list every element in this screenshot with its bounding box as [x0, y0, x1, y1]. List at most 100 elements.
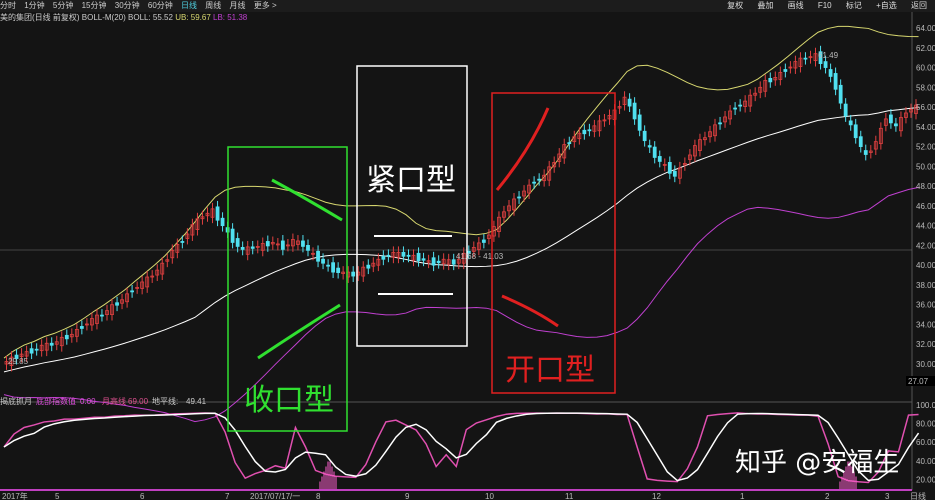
candle-body: [763, 79, 768, 92]
candle-body: [873, 141, 878, 150]
candle-body: [451, 259, 456, 265]
period-1min[interactable]: 1分钟: [24, 1, 45, 10]
candle-body: [899, 117, 903, 132]
candle-body: [366, 264, 371, 269]
x-tick-label: 9: [405, 492, 410, 500]
candle-body: [657, 156, 662, 162]
candle-body: [135, 287, 140, 289]
candle-body: [220, 217, 225, 227]
candle-body: [401, 251, 406, 257]
period-toolbar: 分时 1分钟 5分钟 15分钟 30分钟 60分钟 日线 周线 月线 更多 > …: [0, 0, 935, 12]
candle-body: [833, 73, 838, 90]
x-tick-label: 2017年: [2, 491, 28, 500]
y-tick-label: 58.00: [916, 83, 935, 92]
candle-body: [225, 227, 230, 233]
candle-body: [170, 249, 175, 259]
candle-body: [838, 84, 843, 104]
candle-body: [386, 254, 391, 257]
chart-title: 美的集团(日线 前复权) BOLL-M(20): [0, 13, 126, 22]
candle-body: [105, 310, 109, 315]
watermark: 知乎 @安福生: [735, 448, 900, 478]
candle-body: [622, 96, 627, 105]
candle-body: [326, 264, 331, 267]
x-axis-unit: 日线: [910, 491, 926, 500]
y-tick-label: 50.00: [916, 162, 935, 171]
period-daily[interactable]: 日线: [181, 1, 198, 10]
boll-value: BOLL: 55.52: [128, 13, 173, 22]
x-tick-label: 11: [565, 492, 574, 500]
candle-body: [708, 131, 712, 138]
y-tick-label: 42.00: [916, 241, 935, 250]
period-more[interactable]: 更多 >: [253, 1, 277, 10]
candle-body: [9, 356, 14, 366]
candle-body: [567, 142, 572, 145]
last-price-box: [906, 376, 935, 386]
candle-body: [205, 212, 210, 217]
candle-body: [175, 244, 180, 253]
candle-body: [813, 53, 818, 62]
candle-body: [587, 129, 592, 132]
tool-draw[interactable]: 画线: [787, 1, 804, 10]
candle-body: [738, 104, 743, 107]
candle-body: [321, 258, 325, 264]
tool-f10[interactable]: F10: [817, 1, 832, 10]
candle-body: [476, 242, 481, 250]
candle-body: [49, 342, 54, 346]
candle-body: [858, 136, 863, 147]
period-60min[interactable]: 60分钟: [147, 1, 173, 10]
tool-watchlist[interactable]: +自选: [876, 1, 897, 10]
osc-tick-label: 40.00: [916, 457, 935, 466]
x-tick-label: 5: [55, 492, 60, 500]
candle-body: [693, 145, 697, 157]
candle-body: [200, 216, 205, 220]
period-fenshi[interactable]: 分时: [0, 1, 16, 10]
osc-tick-label: 80.00: [916, 420, 935, 429]
candle-body: [185, 233, 190, 239]
candle-body: [406, 254, 411, 257]
candle-body: [667, 161, 672, 174]
period-weekly[interactable]: 周线: [205, 1, 222, 10]
candle-body: [768, 78, 773, 83]
period-30min[interactable]: 30分钟: [114, 1, 140, 10]
y-tick-label: 60.00: [916, 64, 935, 73]
tool-mark[interactable]: 标记: [845, 1, 862, 10]
period-5min[interactable]: 5分钟: [52, 1, 74, 10]
candle-body: [39, 344, 44, 352]
candle-body: [85, 323, 89, 326]
candle-body: [713, 124, 717, 137]
candle-body: [306, 245, 310, 251]
indicator-a-value: 0.00: [80, 397, 96, 406]
candle-body: [778, 72, 783, 80]
indicator-b-label: 月高线: [102, 397, 126, 406]
candle-body: [582, 129, 587, 135]
tool-back[interactable]: 返回: [911, 1, 927, 10]
candle-body: [652, 146, 657, 158]
high-price-label: 61.49: [818, 51, 839, 60]
candle-body: [798, 57, 803, 67]
ub-value: UB: 59.67: [175, 13, 211, 22]
x-tick-label: 2: [825, 492, 830, 500]
tool-overlay[interactable]: 叠加: [757, 1, 774, 10]
candle-body: [150, 275, 155, 278]
candle-body: [537, 178, 542, 181]
candle-body: [155, 269, 160, 276]
period-monthly[interactable]: 月线: [229, 1, 246, 10]
candle-body: [783, 69, 788, 72]
candle-body: [235, 238, 240, 247]
candle-body: [486, 234, 491, 239]
tool-fuquan[interactable]: 复权: [727, 1, 744, 10]
osc-line-slow: [3, 412, 920, 482]
candle-body: [688, 154, 692, 160]
y-tick-label: 48.00: [916, 182, 935, 191]
candle-body: [4, 361, 9, 365]
y-tick-label: 64.00: [916, 24, 935, 33]
candle-body: [637, 114, 642, 131]
candle-body: [215, 206, 220, 221]
y-tick-label: 40.00: [916, 261, 935, 270]
x-tick-label: 6: [140, 492, 145, 500]
x-tick-label: 10: [485, 492, 494, 500]
candle-body: [421, 258, 426, 261]
candle-body: [34, 348, 39, 351]
period-15min[interactable]: 15分钟: [81, 1, 107, 10]
